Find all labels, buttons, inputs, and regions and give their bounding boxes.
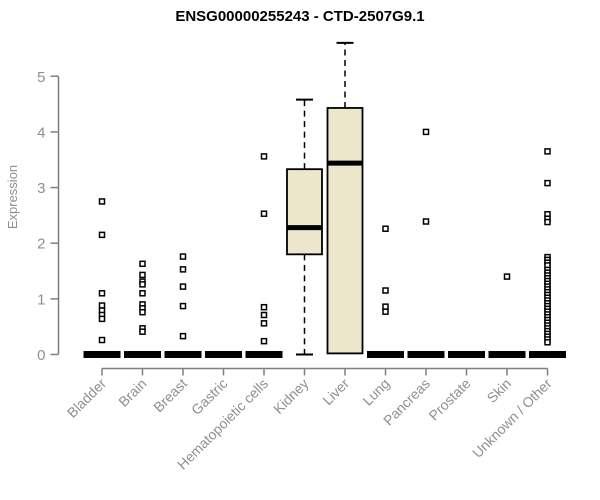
outlier-point <box>382 225 389 232</box>
outlier-point <box>422 218 430 225</box>
collapsed-box <box>124 351 161 358</box>
outlier-point <box>544 179 551 187</box>
y-tick-label: 2 <box>37 236 45 253</box>
outlier-point <box>544 339 551 346</box>
x-tick-label: Bladder <box>64 375 110 421</box>
x-tick-label: Lung <box>359 375 392 408</box>
x-tick-label: Prostate <box>425 375 473 423</box>
outlier-point <box>544 148 551 155</box>
outlier-point <box>179 332 187 340</box>
outlier-point <box>544 218 551 226</box>
chart-title: ENSG00000255243 - CTD-2507G9.1 <box>175 8 424 25</box>
collapsed-box <box>245 351 283 358</box>
outlier-point <box>260 311 268 319</box>
outlier-point <box>98 336 106 344</box>
collapsed-box <box>367 351 404 358</box>
outlier-point <box>503 273 511 280</box>
collapsed-box <box>407 351 445 358</box>
outlier-point <box>139 290 146 297</box>
box <box>286 168 323 256</box>
collapsed-box <box>488 351 526 358</box>
collapsed-box <box>205 351 242 358</box>
collapsed-box <box>83 351 121 358</box>
box <box>326 107 364 355</box>
outlier-point <box>260 210 268 217</box>
outlier-point <box>98 231 106 239</box>
outlier-point <box>382 303 389 310</box>
outlier-point <box>139 271 146 279</box>
y-tick-label: 3 <box>37 180 45 197</box>
outlier-point <box>98 290 106 297</box>
collapsed-box <box>448 351 485 358</box>
outlier-point <box>260 320 268 327</box>
x-tick-label: Skin <box>484 375 515 406</box>
outlier-point <box>139 260 146 268</box>
y-tick-label: 0 <box>37 347 45 364</box>
collapsed-box <box>164 351 202 358</box>
x-tick-label: Breast <box>150 375 190 415</box>
outlier-point <box>260 153 268 160</box>
outlier-point <box>98 315 106 323</box>
y-tick-label: 4 <box>37 124 45 141</box>
outlier-point <box>382 287 389 294</box>
outlier-point <box>382 308 389 315</box>
x-tick-label: Liver <box>319 375 352 408</box>
outlier-point <box>139 308 146 316</box>
x-tick-label: Kidney <box>270 375 312 417</box>
outlier-point <box>179 283 187 290</box>
outlier-point <box>98 198 106 205</box>
outlier-point <box>179 266 187 273</box>
y-tick-label: 5 <box>37 69 45 86</box>
outlier-point <box>260 303 268 311</box>
outlier-point <box>98 302 106 309</box>
x-tick-label: Brain <box>115 375 149 409</box>
outlier-point <box>422 128 430 136</box>
outlier-point <box>260 337 268 345</box>
outlier-point <box>179 253 187 260</box>
y-axis-label: Expression <box>5 165 20 229</box>
collapsed-box <box>529 351 566 358</box>
outlier-point <box>139 328 146 335</box>
outlier-point <box>179 302 187 310</box>
outlier-point <box>139 281 146 288</box>
y-tick-label: 1 <box>37 291 45 308</box>
